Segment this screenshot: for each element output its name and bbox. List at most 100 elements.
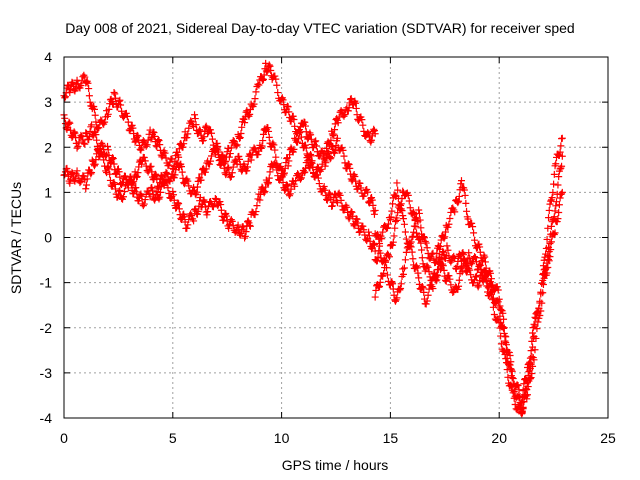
- data-point: [90, 105, 98, 113]
- y-tick-label: 4: [44, 49, 52, 65]
- data-point: [346, 164, 354, 172]
- data-point: [495, 295, 503, 303]
- data-point: [119, 113, 127, 121]
- data-point: [88, 169, 96, 177]
- data-point: [400, 264, 408, 272]
- data-point: [359, 121, 367, 129]
- data-point: [552, 160, 560, 168]
- data-point: [472, 244, 480, 252]
- data-point: [246, 222, 254, 230]
- data-point: [244, 218, 252, 226]
- data-point: [285, 157, 293, 165]
- data-point: [253, 202, 261, 210]
- data-point: [418, 246, 426, 254]
- series-track-f: [371, 152, 566, 408]
- data-point: [409, 209, 417, 217]
- data-point: [271, 146, 279, 154]
- data-point: [105, 151, 113, 159]
- y-tick-label: 0: [44, 230, 52, 246]
- data-point: [279, 178, 287, 186]
- data-point: [490, 311, 498, 319]
- data-point: [451, 208, 459, 216]
- data-point: [333, 134, 341, 142]
- y-tick-label: 1: [44, 184, 52, 200]
- data-point: [545, 243, 553, 251]
- data-point: [463, 261, 471, 269]
- data-point: [420, 233, 428, 241]
- data-point: [404, 191, 412, 199]
- data-point: [175, 200, 183, 208]
- data-point: [525, 368, 533, 376]
- chart-title: Day 008 of 2021, Sidereal Day-to-day VTE…: [65, 20, 574, 36]
- y-tick-label: -4: [40, 410, 53, 426]
- axis-ticks: [63, 56, 609, 419]
- data-point: [412, 263, 420, 271]
- data-point: [251, 145, 259, 153]
- data-point: [508, 366, 516, 374]
- data-point: [111, 94, 119, 102]
- data-point: [518, 410, 526, 418]
- data-point: [364, 188, 372, 196]
- data-point: [207, 129, 215, 137]
- data-point: [556, 148, 564, 156]
- data-point: [507, 381, 515, 389]
- data-point: [407, 238, 415, 246]
- data-point: [77, 131, 85, 139]
- data-point: [447, 281, 455, 289]
- data-point: [472, 272, 480, 280]
- series-track-a: [60, 59, 379, 181]
- data-point: [550, 170, 558, 178]
- data-point: [229, 222, 237, 230]
- data-point: [509, 375, 517, 383]
- data-point: [529, 343, 537, 351]
- data-point: [156, 193, 164, 201]
- data-point: [460, 186, 468, 194]
- data-point: [180, 140, 188, 148]
- data-point: [331, 126, 339, 134]
- data-point: [85, 92, 93, 100]
- data-point: [104, 164, 112, 172]
- data-point: [549, 216, 557, 224]
- data-point: [547, 222, 555, 230]
- data-point: [85, 85, 93, 93]
- data-point: [217, 201, 225, 209]
- data-point: [207, 152, 215, 160]
- data-point: [131, 138, 139, 146]
- data-point: [243, 107, 251, 115]
- data-point: [337, 107, 345, 115]
- data-point: [134, 132, 142, 140]
- data-point: [266, 168, 274, 176]
- data-point: [477, 266, 485, 274]
- data-point: [272, 75, 280, 83]
- data-point: [255, 81, 263, 89]
- data-point: [454, 199, 462, 207]
- data-point: [265, 61, 273, 69]
- data-point: [150, 129, 158, 137]
- data-point: [197, 176, 205, 184]
- data-point: [551, 229, 559, 237]
- data-point: [401, 256, 409, 264]
- data-point: [77, 81, 85, 89]
- data-point: [391, 224, 399, 232]
- data-point: [175, 205, 183, 213]
- data-point: [302, 144, 310, 152]
- data-point: [531, 313, 539, 321]
- data-point: [99, 151, 107, 159]
- data-point: [391, 297, 399, 305]
- data-point: [409, 255, 417, 263]
- data-point: [343, 203, 351, 211]
- data-point: [265, 179, 273, 187]
- data-point: [365, 198, 373, 206]
- data-point: [519, 387, 527, 395]
- data-point: [228, 217, 236, 225]
- data-point: [168, 192, 176, 200]
- data-point: [164, 162, 172, 170]
- data-point: [201, 168, 209, 176]
- data-point: [170, 196, 178, 204]
- data-point: [138, 160, 146, 168]
- data-point: [521, 375, 529, 383]
- data-point: [413, 264, 421, 272]
- data-point: [493, 283, 501, 291]
- data-point: [105, 165, 113, 173]
- data-point: [542, 264, 550, 272]
